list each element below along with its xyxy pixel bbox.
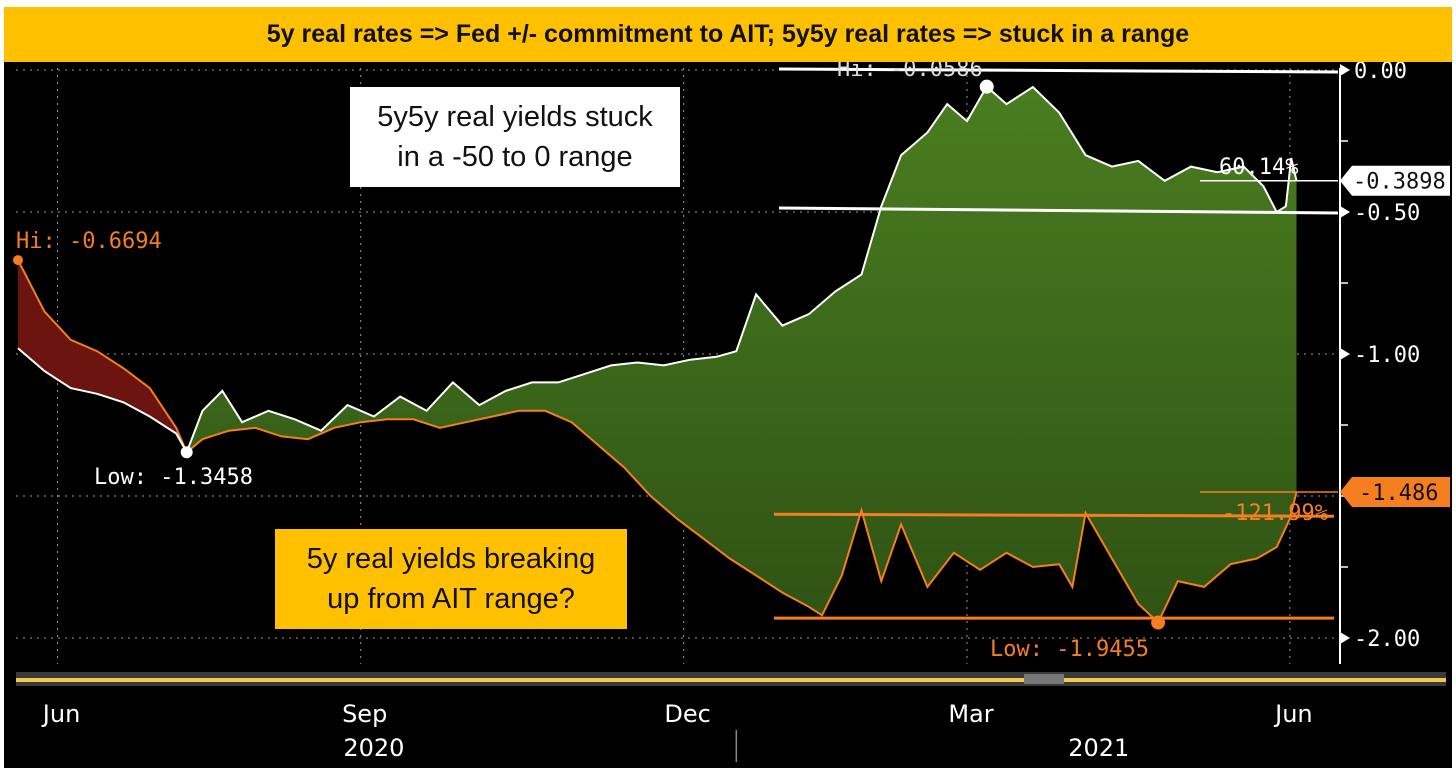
y-tick-arrow-2 xyxy=(1340,348,1350,360)
range-line-white-bottom xyxy=(778,206,1339,215)
series-line-5y xyxy=(17,259,1298,625)
last-tag-5y xyxy=(1340,477,1450,508)
x-tick-label-3: Mar xyxy=(948,700,993,728)
last-tag-label-5y: -1.486 xyxy=(1359,481,1438,506)
x-year-label-1: 2021 xyxy=(1068,734,1129,762)
y-tick-arrow-0 xyxy=(1340,64,1350,76)
label-low-5y: Low: -1.9455 xyxy=(990,637,1149,662)
last-tag-label-5y5y: -0.3898 xyxy=(1353,170,1446,195)
x-tick-label-0: Jun xyxy=(41,700,81,728)
y-tick-label-3: -2.00 xyxy=(1354,627,1420,652)
label-hi-5y: Hi: -0.6694 xyxy=(16,229,162,254)
series-line-5y5y xyxy=(17,85,1298,455)
marker-hi-5y xyxy=(13,255,23,266)
range-line-orange-top xyxy=(773,512,1335,518)
x-tick-label-2: Dec xyxy=(664,700,710,728)
chart-panel: Hi: -0.6694 Low: -1.3458 Hi: -0.0586 Low: -… xyxy=(4,62,1452,768)
y-tick-arrow-3 xyxy=(1340,632,1350,644)
area-gain-1 xyxy=(187,87,1297,621)
x-tick-label-1: Sep xyxy=(342,700,387,728)
y-tick-label-2: -1.00 xyxy=(1354,343,1420,368)
x-tick-label-4: Jun xyxy=(1273,700,1313,728)
x-year-label-0: 2020 xyxy=(343,734,404,762)
y-tick-label-0: 0.00 xyxy=(1354,62,1407,84)
marker-hi-5y5y xyxy=(979,79,994,94)
range-line-white-top xyxy=(778,67,1339,74)
marker-low-5y5y xyxy=(180,446,193,459)
y-tick-arrow-1 xyxy=(1340,206,1350,218)
scrollbar-highlight xyxy=(16,678,1446,682)
annotation-5y-breakout: 5y real yields breaking up from AIT rang… xyxy=(275,529,627,629)
label-pct-5y5y: 60.14% xyxy=(1219,155,1298,180)
annotation-5y5y-range: 5y5y real yields stuck in a -50 to 0 ran… xyxy=(350,87,680,187)
label-low-5y5y: Low: -1.3458 xyxy=(94,465,253,490)
marker-low-5y xyxy=(1151,615,1166,630)
chart-svg: Hi: -0.6694 Low: -1.3458 Hi: -0.0586 Low: -… xyxy=(13,62,1450,762)
label-hi-5y5y: Hi: -0.0586 xyxy=(837,62,983,82)
scrollbar-handle xyxy=(1024,674,1064,684)
chart-title: 5y real rates => Fed +/- commitment to A… xyxy=(4,7,1452,62)
label-pct-5y: -121.99% xyxy=(1222,501,1328,526)
last-tag-5y5y xyxy=(1340,165,1450,196)
y-tick-label-1: -0.50 xyxy=(1354,201,1420,226)
